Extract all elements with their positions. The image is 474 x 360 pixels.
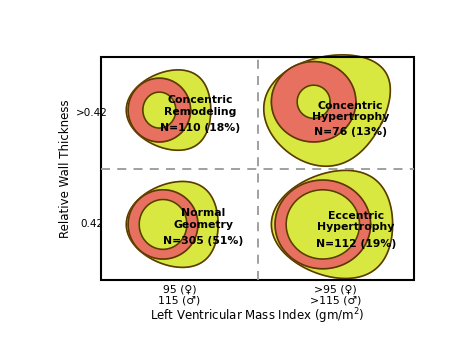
Text: 115 (♂): 115 (♂) [158,295,201,305]
Polygon shape [297,85,330,118]
Text: N=110 (18%): N=110 (18%) [160,123,240,133]
Text: 95 (♀): 95 (♀) [163,285,196,295]
Text: >0.42: >0.42 [76,108,108,118]
Polygon shape [143,92,176,128]
Polygon shape [272,62,356,142]
Text: N=112 (19%): N=112 (19%) [316,239,396,249]
Polygon shape [272,170,392,279]
Polygon shape [126,181,218,267]
Text: >95 (♀): >95 (♀) [314,285,357,295]
Text: Normal
Geometry: Normal Geometry [173,208,233,230]
Polygon shape [264,55,390,166]
Text: >115 (♂): >115 (♂) [310,295,361,305]
Text: Eccentric
Hypertrophy: Eccentric Hypertrophy [317,211,394,233]
Text: Concentric
Hypertrophy: Concentric Hypertrophy [312,101,389,122]
Text: Left Ventricular Mass Index (gm/m$^2$): Left Ventricular Mass Index (gm/m$^2$) [150,306,365,326]
Polygon shape [126,70,211,150]
Polygon shape [139,199,187,249]
Text: Concentric
Remodeling: Concentric Remodeling [164,95,236,117]
Polygon shape [128,190,198,259]
Text: N=305 (51%): N=305 (51%) [164,236,244,246]
Text: Relative Wall Thickness: Relative Wall Thickness [59,99,73,238]
Bar [101,57,414,280]
Text: 0.42: 0.42 [81,219,104,229]
Polygon shape [286,190,360,259]
Text: N=76 (13%): N=76 (13%) [314,127,387,137]
Polygon shape [275,180,371,269]
Polygon shape [128,78,191,142]
